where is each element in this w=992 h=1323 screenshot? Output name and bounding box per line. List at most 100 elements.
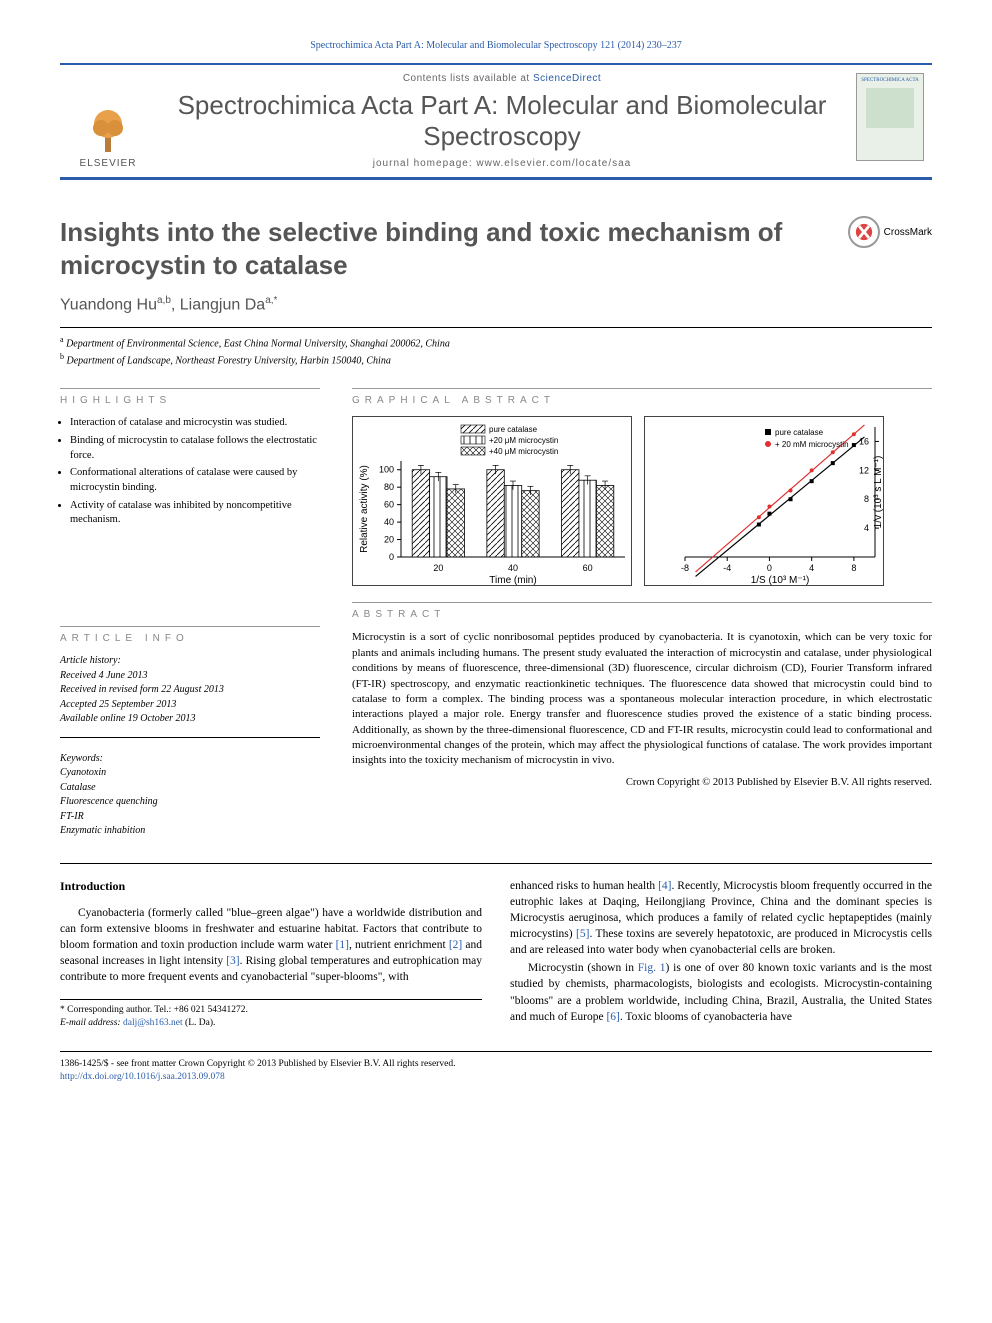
highlights-graphical-row: HIGHLIGHTS Interaction of catalase and m… (60, 388, 932, 586)
ref-3-link[interactable]: [3] (226, 955, 239, 967)
svg-text:1/v (10³ s L M⁻¹): 1/v (10³ s L M⁻¹) (873, 456, 884, 529)
keyword: Fluorescence quenching (60, 795, 320, 810)
intro-p2-a: enhanced risks to human health (510, 880, 658, 892)
highlights-col: HIGHLIGHTS Interaction of catalase and m… (60, 388, 320, 586)
svg-text:pure catalase: pure catalase (775, 428, 824, 437)
crossmark-badge[interactable]: CrossMark (848, 216, 932, 248)
intro-p1: Cyanobacteria (formerly called "blue–gre… (60, 905, 482, 985)
doi-prefix[interactable]: http://dx.doi.org/ (60, 1072, 124, 1082)
keywords-block: Keywords: Cyanotoxin Catalase Fluorescen… (60, 752, 320, 839)
info-rule (60, 737, 320, 738)
affiliation-a: a Department of Environmental Science, E… (60, 334, 932, 351)
highlight-item: Conformational alterations of catalase w… (70, 466, 320, 495)
body-columns: Introduction Cyanobacteria (formerly cal… (60, 878, 932, 1031)
history-item: Available online 19 October 2013 (60, 712, 320, 727)
abstract-text: Microcystin is a sort of cyclic nonribos… (352, 630, 932, 769)
svg-text:40: 40 (384, 517, 394, 527)
email-label: E-mail address: (60, 1018, 121, 1028)
corr-marker: * (60, 1005, 65, 1015)
svg-text:8: 8 (864, 495, 869, 505)
bar-chart: 020406080100204060Time (min)Relative act… (352, 416, 632, 586)
svg-text:40: 40 (508, 563, 518, 573)
ref-6-link[interactable]: [6] (606, 1011, 619, 1023)
doi-link[interactable]: 10.1016/j.saa.2013.09.078 (124, 1072, 225, 1082)
contents-prefix: Contents lists available at (403, 73, 533, 84)
intro-p3-c: . Toxic blooms of cyanobacteria have (620, 1011, 792, 1023)
intro-p3: Microcystin (shown in Fig. 1) is one of … (510, 960, 932, 1024)
crossmark-label: CrossMark (884, 227, 932, 238)
header-citation: Spectrochimica Acta Part A: Molecular an… (60, 40, 932, 51)
svg-text:0: 0 (389, 552, 394, 562)
authors: Yuandong Hua,b, Liangjun Daa,* (60, 295, 932, 314)
keyword: Catalase (60, 781, 320, 796)
keyword: Cyanotoxin (60, 766, 320, 781)
body-separator (60, 863, 932, 864)
svg-text:pure catalase: pure catalase (489, 425, 538, 434)
homepage-line: journal homepage: www.elsevier.com/locat… (160, 158, 844, 169)
affiliation-b: b Department of Landscape, Northeast For… (60, 351, 932, 368)
ref-1-link[interactable]: [1] (336, 939, 349, 951)
masthead-center: Contents lists available at ScienceDirec… (148, 73, 856, 169)
cover-title: SPECTROCHIMICA ACTA (861, 78, 919, 84)
intro-p2: enhanced risks to human health [4]. Rece… (510, 878, 932, 958)
highlight-item: Binding of microcystin to catalase follo… (70, 434, 320, 463)
svg-text:-8: -8 (681, 563, 689, 573)
contents-line: Contents lists available at ScienceDirec… (160, 73, 844, 84)
svg-text:+ 20 mM microcystin: + 20 mM microcystin (775, 440, 849, 449)
line-chart: -8-40484812161/S (10³ M⁻¹)1/v (10³ s L M… (644, 416, 884, 586)
abstract-heading: ABSTRACT (352, 602, 932, 620)
footer-issn: 1386-1425/$ - see front matter Crown Cop… (60, 1058, 932, 1071)
history-item: Received 4 June 2013 (60, 669, 320, 684)
abstract-col: ABSTRACT Microcystin is a sort of cyclic… (352, 602, 932, 839)
corresponding-note: * Corresponding author. Tel.: +86 021 54… (60, 999, 482, 1031)
history-item: Accepted 25 September 2013 (60, 698, 320, 713)
footer: 1386-1425/$ - see front matter Crown Cop… (60, 1051, 932, 1085)
author-rule (60, 327, 932, 328)
journal-name: Spectrochimica Acta Part A: Molecular an… (160, 90, 844, 152)
journal-cover-thumb: SPECTROCHIMICA ACTA (856, 73, 924, 161)
intro-p3-a: Microcystin (shown in (528, 962, 638, 974)
affil-sup-b: b (60, 352, 64, 361)
keyword: FT-IR (60, 810, 320, 825)
masthead: ELSEVIER Contents lists available at Sci… (60, 63, 932, 180)
sciencedirect-link[interactable]: ScienceDirect (533, 73, 601, 84)
homepage-url[interactable]: www.elsevier.com/locate/saa (476, 158, 631, 169)
highlights-list: Interaction of catalase and microcystin … (60, 416, 320, 528)
article-title: Insights into the selective binding and … (60, 216, 832, 281)
history-item: Received in revised form 22 August 2013 (60, 683, 320, 698)
svg-text:20: 20 (433, 563, 443, 573)
svg-text:60: 60 (384, 500, 394, 510)
graphical-abstract-col: GRAPHICAL ABSTRACT 020406080100204060Tim… (352, 388, 932, 586)
graphical-heading: GRAPHICAL ABSTRACT (352, 388, 932, 406)
svg-text:80: 80 (384, 483, 394, 493)
svg-text:-4: -4 (723, 563, 731, 573)
author-1-affil: a,b (157, 295, 171, 306)
svg-text:+40 μM microcystin: +40 μM microcystin (489, 447, 558, 456)
affiliations: a Department of Environmental Science, E… (60, 334, 932, 369)
keyword: Enzymatic inhabition (60, 824, 320, 839)
affil-text-a: Department of Environmental Science, Eas… (66, 338, 450, 349)
author-2-affil: a, (265, 295, 273, 306)
svg-text:4: 4 (809, 563, 814, 573)
ref-4-link[interactable]: [4] (658, 880, 671, 892)
svg-text:1/S (10³ M⁻¹): 1/S (10³ M⁻¹) (751, 575, 810, 586)
body-col-left: Introduction Cyanobacteria (formerly cal… (60, 878, 482, 1031)
crossmark-icon (848, 216, 880, 248)
svg-text:100: 100 (379, 465, 394, 475)
ref-5-link[interactable]: [5] (576, 928, 589, 940)
svg-text:Relative activity (%): Relative activity (%) (359, 465, 370, 553)
intro-heading: Introduction (60, 878, 482, 895)
corr-email[interactable]: dalj@sh163.net (123, 1018, 183, 1028)
ref-2-link[interactable]: [2] (449, 939, 462, 951)
fig-1-link[interactable]: Fig. 1 (638, 962, 666, 974)
affil-sup-a: a (60, 335, 64, 344)
corr-label: Corresponding author. Tel.: +86 021 5434… (67, 1005, 248, 1015)
author-1: Yuandong Hu (60, 297, 157, 314)
homepage-prefix: journal homepage: (373, 158, 477, 169)
graphical-abstract-charts: 020406080100204060Time (min)Relative act… (352, 416, 932, 586)
author-2-corr: * (274, 295, 278, 306)
svg-text:8: 8 (851, 563, 856, 573)
highlight-item: Interaction of catalase and microcystin … (70, 416, 320, 431)
footer-doi-line: http://dx.doi.org/10.1016/j.saa.2013.09.… (60, 1071, 932, 1084)
article-info-heading: ARTICLE INFO (60, 626, 320, 644)
